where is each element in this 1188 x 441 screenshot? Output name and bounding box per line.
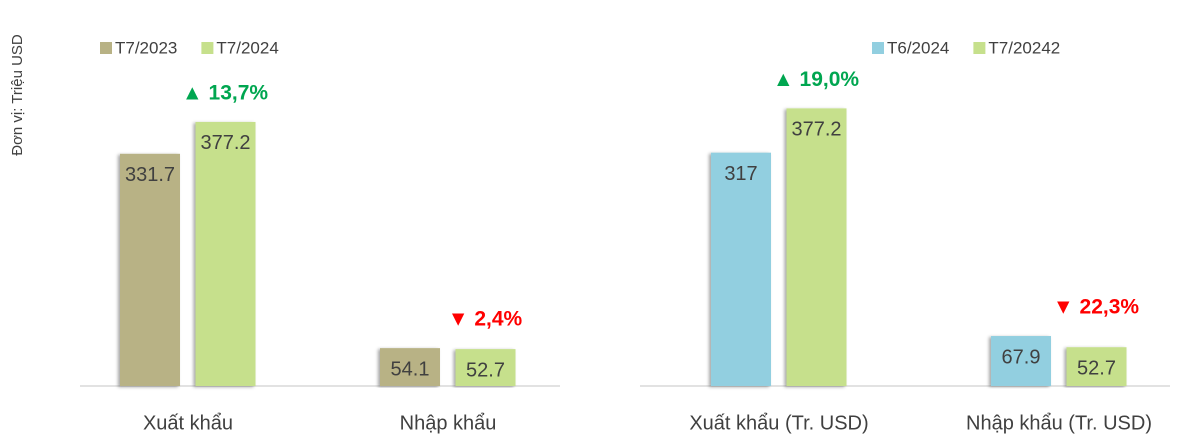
y-axis-label: Đơn vị: Triệu USD: [9, 34, 26, 156]
annotation: ▼ 2,4%: [448, 308, 523, 331]
bar: [991, 336, 1051, 386]
data-label: 52.7: [466, 359, 505, 381]
bar: [195, 121, 256, 387]
data-label: 54.1: [391, 358, 430, 380]
x-tick-label: Xuất khẩu (Tr. USD): [689, 412, 868, 434]
bar: [120, 153, 180, 386]
bar: [455, 349, 516, 386]
bar: [380, 348, 440, 386]
x-tick-label: Nhập khẩu (Tr. USD): [966, 412, 1152, 434]
annotation: ▼ 22,3%: [1053, 296, 1139, 319]
legend-label: T6/2024: [887, 38, 949, 57]
data-label: 52.7: [1077, 357, 1116, 379]
x-tick-label: Nhập khẩu: [400, 412, 497, 434]
legend-label: T7/20242: [988, 38, 1060, 57]
legend-swatch: [201, 42, 214, 54]
annotation: ▲ 19,0%: [773, 68, 859, 91]
legend-label: T7/2024: [216, 38, 278, 57]
bar: [711, 152, 771, 386]
data-label: 331.7: [125, 164, 175, 186]
data-label: 377.2: [791, 119, 841, 141]
data-label: 377.2: [200, 132, 250, 154]
data-label: 67.9: [1002, 346, 1041, 368]
legend-label: T7/2023: [115, 38, 177, 57]
x-tick-label: Xuất khẩu: [143, 412, 233, 434]
data-label: 317: [724, 163, 757, 185]
annotation: ▲ 13,7%: [182, 82, 268, 105]
legend-swatch: [872, 42, 884, 54]
bar: [786, 108, 847, 386]
legend-swatch: [100, 42, 112, 54]
legend-swatch: [973, 42, 986, 54]
bar: [1066, 347, 1127, 386]
